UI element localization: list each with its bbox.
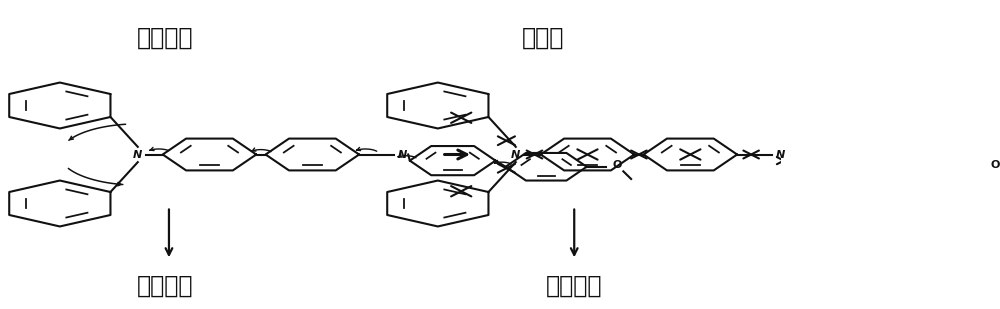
Text: N: N bbox=[775, 150, 785, 159]
Text: 限制转动: 限制转动 bbox=[546, 274, 602, 298]
Text: 强荧光: 强荧光 bbox=[522, 26, 564, 50]
Text: N: N bbox=[511, 150, 520, 159]
Text: N: N bbox=[397, 150, 407, 159]
Text: O: O bbox=[990, 160, 1000, 170]
Text: O: O bbox=[612, 160, 622, 170]
Text: 自由转动: 自由转动 bbox=[137, 274, 193, 298]
Text: N: N bbox=[133, 150, 142, 159]
Text: 极弱荧光: 极弱荧光 bbox=[137, 26, 193, 50]
